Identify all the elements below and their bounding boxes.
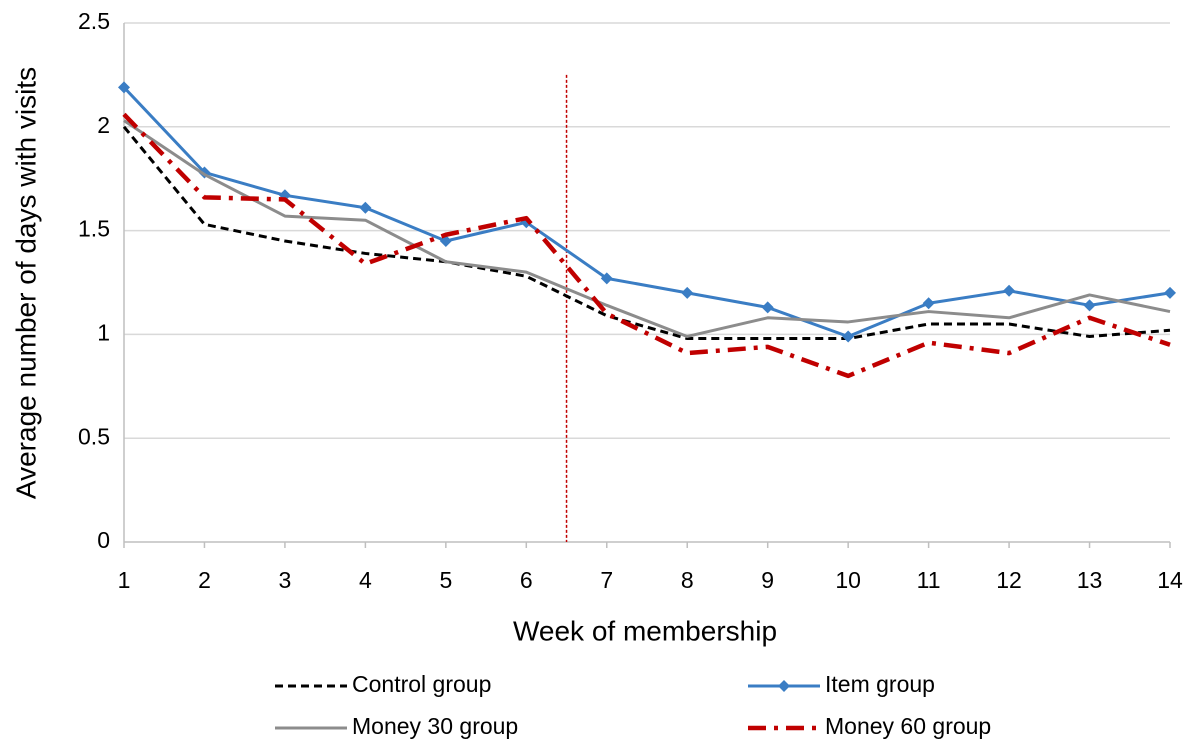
x-tick-label: 14 xyxy=(1157,567,1183,593)
x-tick-label: 6 xyxy=(520,567,533,593)
x-tick-label: 9 xyxy=(761,567,774,593)
series-line xyxy=(123,119,1171,338)
x-tick-label: 1 xyxy=(118,567,131,593)
y-tick-label: 0.5 xyxy=(78,423,110,449)
x-tick-label: 11 xyxy=(917,567,941,593)
legend-label: Control group xyxy=(352,671,491,697)
y-tick-label: 2 xyxy=(97,112,110,138)
point-marker xyxy=(118,81,130,94)
y-tick-label: 1 xyxy=(97,319,110,345)
legend-label: Item group xyxy=(825,671,935,697)
series-line xyxy=(122,112,1171,379)
x-tick-label: 3 xyxy=(279,567,292,593)
x-tick-label: 10 xyxy=(835,567,861,593)
y-axis-title: Average number of days with visits xyxy=(10,67,41,499)
y-tick-label: 1.5 xyxy=(78,216,110,242)
legend-label: Money 30 group xyxy=(352,713,518,739)
x-tick-label: 2 xyxy=(198,567,211,593)
legend-label: Money 60 group xyxy=(825,713,991,739)
point-marker xyxy=(842,330,855,343)
point-marker xyxy=(922,297,935,310)
point-marker xyxy=(1003,284,1016,297)
x-tick-label: 13 xyxy=(1077,567,1103,593)
point-marker xyxy=(1083,299,1096,312)
legend-marker xyxy=(778,680,790,692)
x-tick-label: 12 xyxy=(996,567,1022,593)
point-marker xyxy=(761,301,774,314)
x-tick-label: 8 xyxy=(681,567,694,593)
point-marker xyxy=(681,286,694,299)
series-line xyxy=(122,125,1171,341)
point-marker xyxy=(1164,286,1176,299)
point-marker xyxy=(600,272,613,285)
x-axis-title: Week of membership xyxy=(513,615,777,646)
x-tick-label: 7 xyxy=(600,567,613,593)
point-marker xyxy=(359,201,372,214)
series-line xyxy=(122,86,1171,338)
y-tick-label: 2.5 xyxy=(78,8,110,34)
y-tick-label: 0 xyxy=(97,527,110,553)
x-tick-label: 4 xyxy=(359,567,372,593)
x-tick-label: 5 xyxy=(439,567,452,593)
